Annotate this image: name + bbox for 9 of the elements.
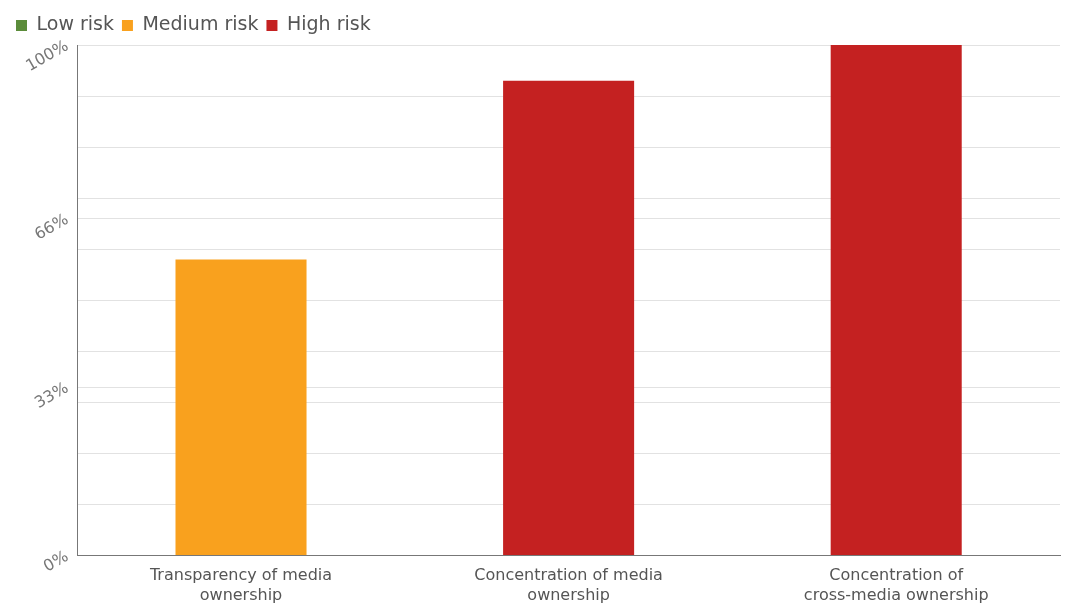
x-tick-label: Concentration of cross-media ownership <box>803 565 989 604</box>
x-tick-label: Concentration of media ownership <box>474 565 663 604</box>
y-tick-label: 0% <box>39 546 72 576</box>
y-tick-label: 66% <box>31 209 72 244</box>
legend-label: Medium risk <box>142 12 259 35</box>
y-tick-label: 33% <box>31 377 72 412</box>
legend-label: High risk <box>286 12 371 35</box>
x-tick-label: Transparency of media ownership <box>148 565 333 604</box>
legend-label: Low risk <box>36 12 114 35</box>
